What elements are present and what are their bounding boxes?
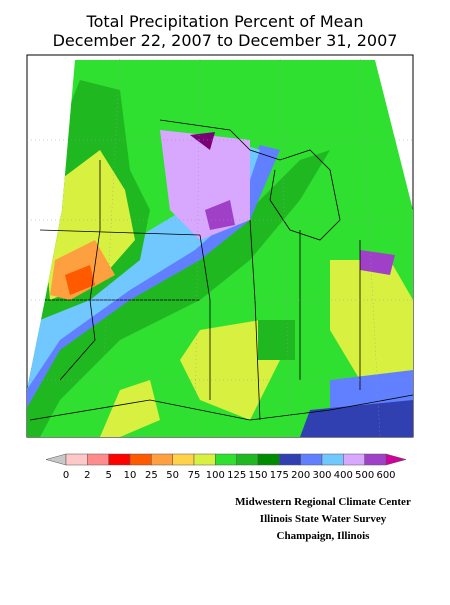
legend-tick-label: 500 — [355, 470, 374, 481]
legend-swatch — [257, 453, 280, 466]
legend-swatch — [364, 453, 387, 466]
legend-swatch — [172, 453, 195, 466]
legend-swatch — [321, 453, 344, 466]
boundaries — [29, 119, 414, 421]
legend-swatch — [300, 453, 323, 466]
legend-swatch — [193, 453, 216, 466]
legend-tick-label: 5 — [105, 470, 111, 481]
credit: Champaign, Illinois — [277, 530, 371, 542]
credit: Illinois State Water Survey — [260, 513, 387, 525]
legend-tick-label: 125 — [227, 470, 246, 481]
graticule — [27, 54, 413, 438]
legend: 0 2 5 10 25 50 75 100 125 150 175 200 300 400 500 600 — [45, 453, 407, 481]
legend-swatch — [151, 453, 173, 466]
legend-swatch — [87, 453, 109, 466]
legend-tick-label: 400 — [334, 470, 353, 481]
legend-swatch — [108, 453, 131, 466]
legend-tick-label: 175 — [270, 470, 289, 481]
legend-tick-label: 100 — [206, 470, 225, 481]
legend-tick-label: 300 — [312, 470, 331, 481]
legend-tick-label: 75 — [188, 470, 201, 481]
legend-tick-label: 10 — [124, 470, 137, 481]
credit: Midwestern Regional Climate Center — [235, 496, 411, 508]
legend-tick-label: 0 — [63, 470, 69, 481]
legend-tick-label: 50 — [166, 470, 179, 481]
legend-tick-label: 150 — [248, 470, 267, 481]
legend-tick-label: 25 — [145, 470, 158, 481]
legend-swatch — [279, 453, 301, 466]
title: Total Precipitation Percent of Mean — [86, 12, 364, 31]
legend-swatch — [129, 453, 152, 466]
legend-tick-label: 600 — [376, 470, 395, 481]
map — [26, 54, 414, 438]
legend-swatch — [236, 453, 259, 466]
subtitle: December 22, 2007 to December 31, 2007 — [53, 31, 398, 50]
legend-swatch — [65, 453, 88, 466]
legend-swatch — [215, 453, 237, 466]
legend-tick-label: 200 — [291, 470, 310, 481]
legend-tick-label: 2 — [84, 470, 90, 481]
legend-swatch — [343, 453, 365, 466]
